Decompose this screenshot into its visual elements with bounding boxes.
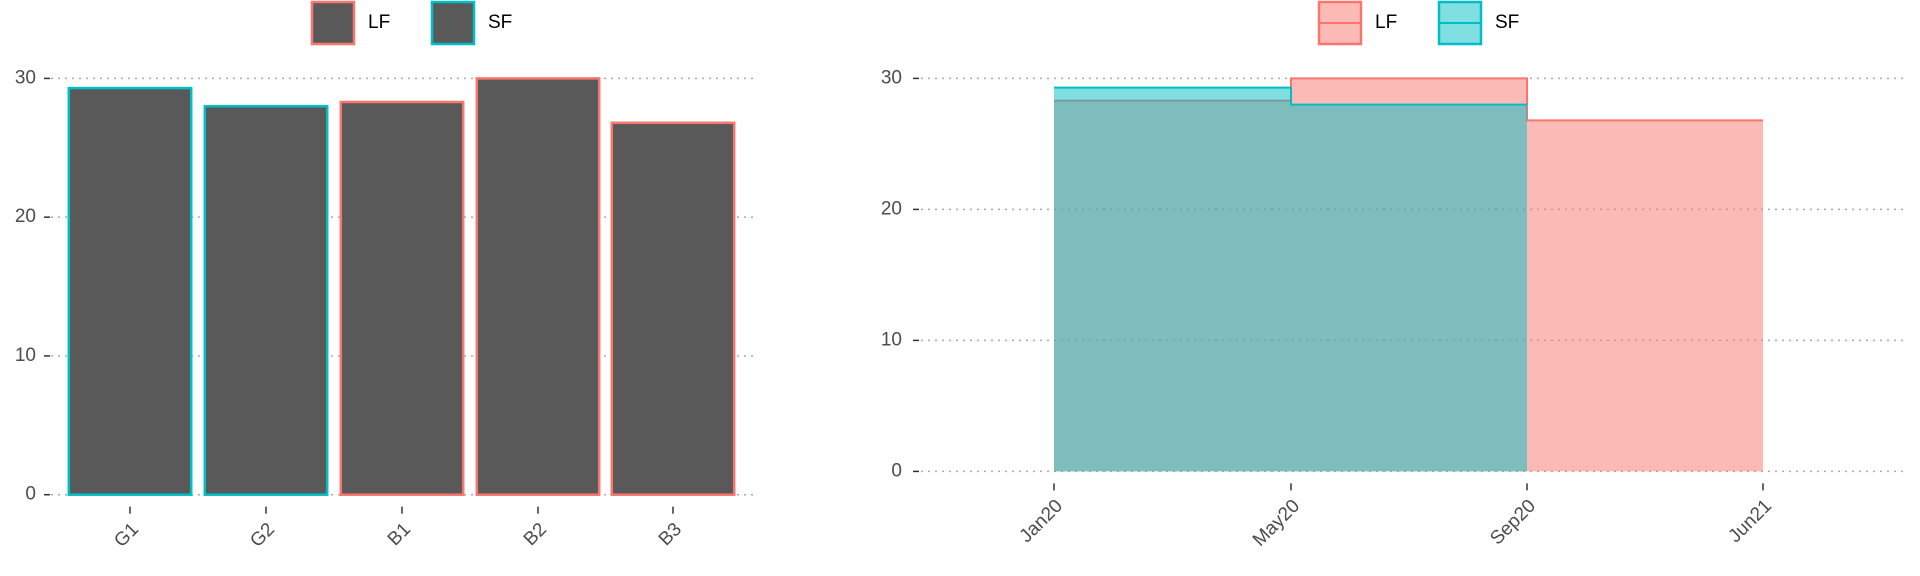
x-tick-label: Sep20 (1486, 496, 1540, 550)
y-tick-label: 30 (15, 67, 36, 88)
y-tick-label: 10 (881, 329, 902, 350)
y-tick-label: 10 (15, 345, 36, 366)
y-tick-label: 20 (15, 206, 36, 227)
bar (610, 121, 736, 496)
x-tick-label: G2 (246, 519, 279, 552)
x-tick-label: May20 (1249, 496, 1304, 551)
x-tick-label: Jan20 (1016, 496, 1067, 547)
bar (203, 104, 329, 496)
x-tick-label: B1 (384, 519, 415, 550)
y-tick-label: 30 (881, 67, 902, 88)
x-tick-label: B2 (520, 519, 551, 550)
legend-label: SF (488, 12, 512, 33)
area (1054, 87, 1527, 472)
legend-key (430, 0, 476, 46)
legend-key (310, 0, 356, 46)
y-tick-label: 0 (891, 460, 902, 481)
x-tick-label: G1 (110, 519, 143, 552)
legend-label: SF (1495, 12, 1519, 33)
x-tick-label: B3 (655, 519, 686, 550)
x-tick-label: Jun21 (1725, 496, 1776, 547)
bar (339, 100, 465, 496)
bar (475, 77, 601, 496)
y-tick-label: 20 (881, 198, 902, 219)
legend-label: LF (368, 12, 390, 33)
y-tick-label: 0 (25, 484, 36, 505)
bar (67, 86, 193, 496)
legend-label: LF (1375, 12, 1397, 33)
step-line (1054, 86, 1527, 106)
